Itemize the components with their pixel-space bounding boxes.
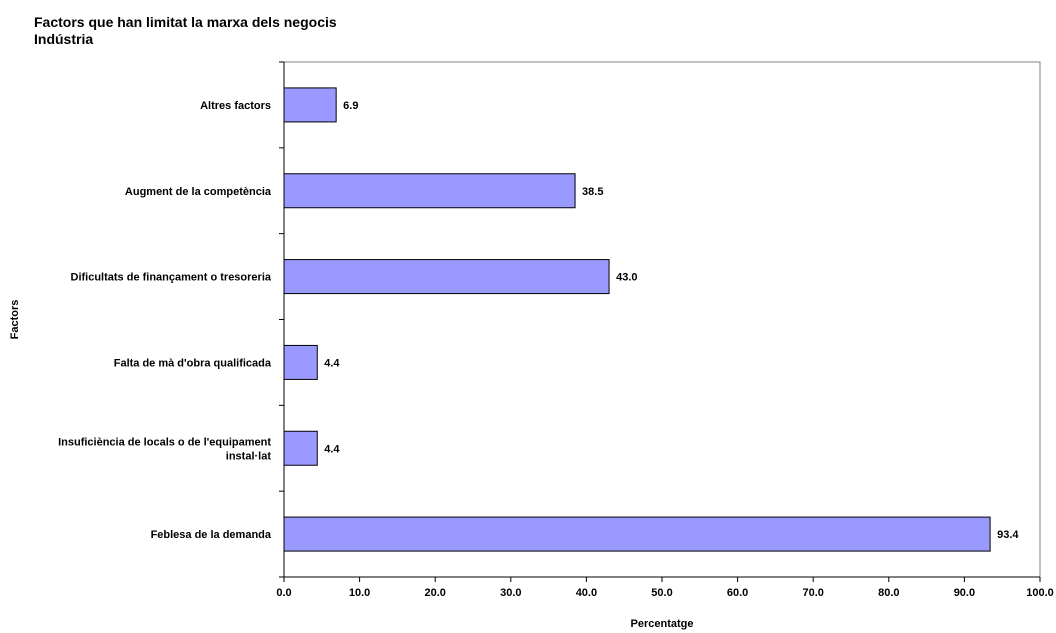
data-label: 43.0 [616, 272, 637, 284]
bar [283, 259, 610, 295]
x-tick-label: 80.0 [878, 587, 899, 599]
x-axis-title: Percentatge [631, 618, 694, 630]
x-tick-label: 0.0 [276, 587, 291, 599]
bar [283, 430, 318, 466]
x-tick-label: 50.0 [651, 587, 672, 599]
category-label: Altres factors [200, 100, 271, 112]
data-label: 93.4 [997, 529, 1019, 541]
x-tick-label: 70.0 [802, 587, 823, 599]
data-label: 6.9 [343, 100, 358, 112]
y-axis-title: Factors [9, 300, 21, 340]
category-label: Feblesa de la demanda [151, 529, 272, 541]
category-label: Falta de mà d'obra qualificada [114, 357, 272, 369]
bar [283, 173, 576, 209]
chart-title: Factors que han limitat la marxa dels ne… [34, 14, 337, 48]
data-label: 4.4 [324, 357, 340, 369]
x-tick-label: 30.0 [500, 587, 521, 599]
x-tick-label: 100.0 [1026, 587, 1054, 599]
category-label: Dificultats de finançament o tresoreria [71, 272, 272, 284]
x-tick-label: 40.0 [576, 587, 597, 599]
plot-area [283, 61, 1041, 578]
chart-title-line: Factors que han limitat la marxa dels ne… [34, 14, 337, 30]
x-tick-label: 60.0 [727, 587, 748, 599]
data-label: 38.5 [582, 186, 603, 198]
bar [283, 344, 318, 380]
category-label: Augment de la competència [125, 186, 272, 198]
bar [283, 87, 337, 123]
data-label: 4.4 [324, 443, 340, 455]
x-tick-label: 10.0 [349, 587, 370, 599]
bar [283, 516, 991, 552]
category-label: instal·lat [226, 450, 272, 462]
x-tick-label: 90.0 [954, 587, 975, 599]
category-label: Insuficiència de locals o de l'equipamen… [58, 436, 271, 448]
chart-subtitle: Indústria [34, 31, 94, 47]
x-tick-label: 20.0 [424, 587, 445, 599]
